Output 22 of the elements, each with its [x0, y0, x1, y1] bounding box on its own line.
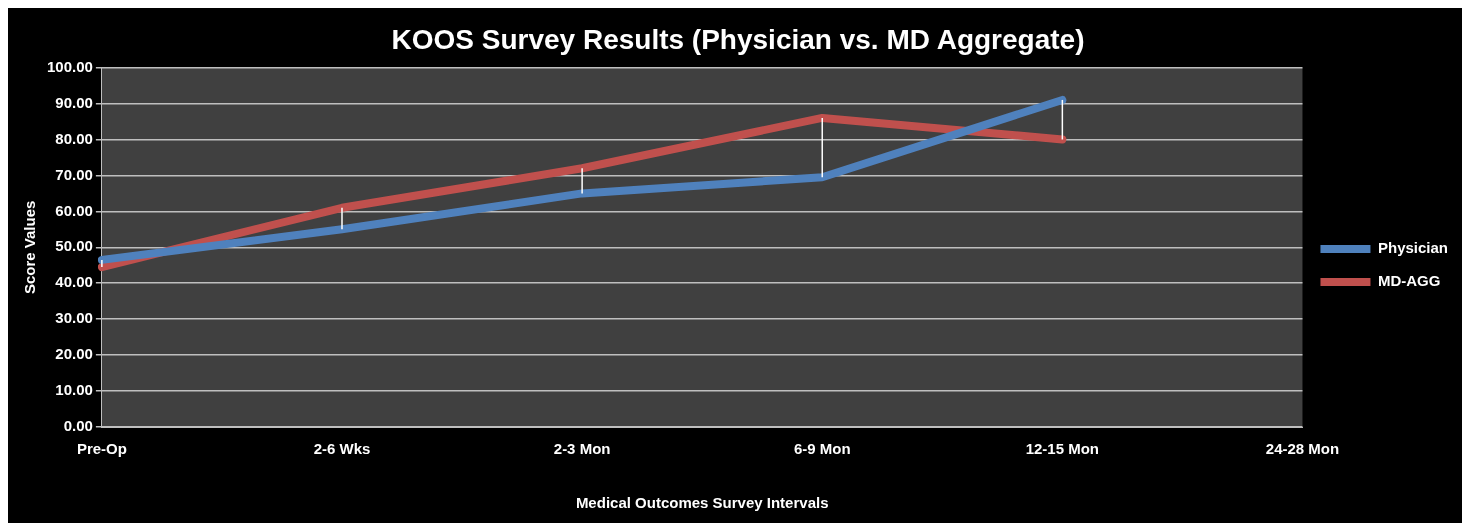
y-tick-label: 70.00	[55, 165, 93, 183]
y-tick-label: 90.00	[55, 93, 93, 111]
x-tick-label: 2-6 Wks	[313, 440, 371, 458]
y-axis-title: Score Values	[21, 200, 39, 294]
y-tick-label: 20.00	[55, 345, 93, 363]
y-tick-label: 0.00	[63, 417, 93, 435]
y-tick-label: 60.00	[55, 201, 93, 219]
y-tick-label: 50.00	[55, 237, 93, 255]
y-tick-label: 30.00	[55, 309, 93, 327]
chart-title: KOOS Survey Results (Physician vs. MD Aggregate)	[391, 23, 1085, 55]
y-tick-label: 10.00	[55, 381, 93, 399]
x-tick-label: Pre-Op	[76, 440, 127, 458]
y-tick-label: 40.00	[55, 273, 93, 291]
x-tick-label: 12-15 Mon	[1025, 440, 1100, 458]
y-tick-label: 80.00	[55, 129, 93, 147]
x-axis-title: Medical Outcomes Survey Intervals	[575, 494, 829, 512]
legend-label: MD-AGG	[1377, 272, 1441, 290]
x-tick-label: 2-3 Mon	[553, 440, 611, 458]
x-tick-label: 6-9 Mon	[793, 440, 851, 458]
legend-label: Physician	[1377, 239, 1449, 257]
y-tick-label: 100.00	[46, 57, 93, 75]
x-tick-label: 24-28 Mon	[1265, 440, 1340, 458]
